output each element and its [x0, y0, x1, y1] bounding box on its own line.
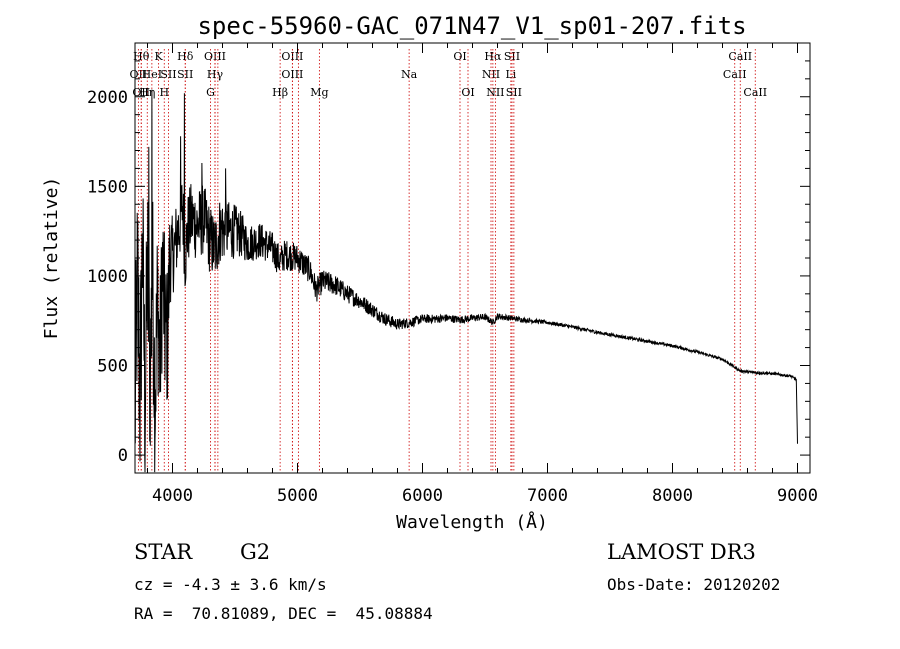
line-marker-label: OII [132, 86, 150, 99]
line-marker-label: CaII [723, 68, 747, 81]
y-tick-label: 2000 [87, 88, 128, 108]
object-subclass: G2 [240, 540, 271, 564]
plot-frame [134, 42, 811, 474]
redshift-line: cz = -4.3 ± 3.6 km/s [134, 575, 327, 594]
line-marker-label: Mg [310, 86, 328, 99]
line-marker-label: SII [177, 68, 193, 81]
line-marker-label: OII [130, 68, 148, 81]
line-marker-label: CaII [728, 50, 752, 63]
line-marker-label: H [159, 86, 169, 99]
x-axis: 4000 5000 6000 7000 8000 9000 [147, 43, 818, 506]
y-axis-label: Flux (relative) [41, 177, 62, 340]
line-marker-label: OI [461, 86, 474, 99]
line-marker-label: OI [453, 50, 466, 63]
x-tick-label: 5000 [277, 486, 318, 506]
line-marker-label: K [155, 50, 164, 63]
x-axis-label: Wavelength (Å) [396, 511, 548, 533]
y-tick-label: 500 [97, 357, 128, 377]
survey-name: LAMOST DR3 [607, 540, 756, 564]
observation-date: Obs-Date: 20120202 [607, 575, 781, 594]
line-marker-label: OIII [281, 68, 303, 81]
object-class: STAR [134, 540, 193, 564]
line-marker-label: G [206, 86, 215, 99]
coordinates-line: RA = 70.81089, DEC = 45.08884 [134, 604, 433, 623]
y-tick-label: 1000 [87, 267, 128, 287]
spectrum-line [134, 89, 798, 473]
x-tick-label: 7000 [527, 486, 568, 506]
line-marker-label: Hγ [207, 68, 224, 81]
line-marker-label: Hα [484, 50, 502, 63]
x-tick-label: 9000 [777, 486, 818, 506]
line-marker-label: Li [505, 68, 516, 81]
x-tick-label: 4000 [152, 486, 193, 506]
x-tick-label: 6000 [402, 486, 443, 506]
y-axis: 0 500 1000 1500 2000 [87, 42, 810, 466]
line-markers: OIIHθOIIHηHeIKHSIIHδSIIGOIIIHγHβOIIIOIII… [130, 49, 767, 473]
x-tick-label: 8000 [652, 486, 693, 506]
y-tick-label: 0 [118, 446, 128, 466]
line-marker-label: SII [160, 68, 176, 81]
line-marker-label: SII [506, 86, 522, 99]
line-marker-label: SII [504, 50, 520, 63]
y-tick-label: 1500 [87, 177, 128, 197]
line-marker-label: Na [401, 68, 418, 81]
line-marker-label: NII [482, 68, 500, 81]
line-marker-label: CaII [743, 86, 767, 99]
line-marker-label: HeI [142, 68, 162, 81]
line-marker-label: Hη [139, 86, 155, 99]
line-marker-label: Hβ [272, 86, 288, 99]
chart-title: spec-55960-GAC_071N47_V1_sp01-207.fits [197, 12, 746, 40]
line-marker-label: NII [486, 86, 504, 99]
